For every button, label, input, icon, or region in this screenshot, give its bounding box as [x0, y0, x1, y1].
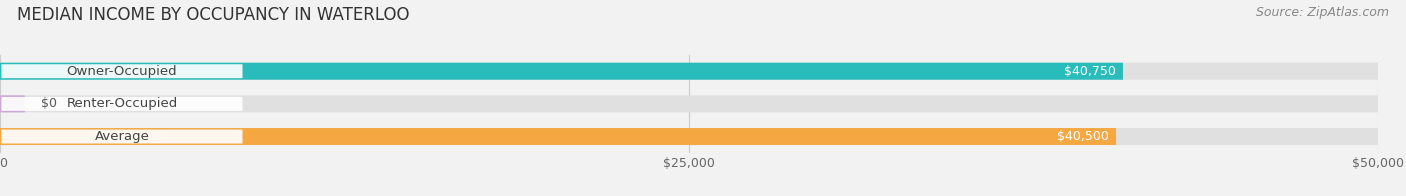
FancyBboxPatch shape	[0, 63, 1378, 80]
FancyBboxPatch shape	[0, 63, 1123, 80]
Text: $40,750: $40,750	[1064, 65, 1116, 78]
Text: $40,500: $40,500	[1057, 130, 1109, 143]
Text: $0: $0	[41, 97, 58, 110]
FancyBboxPatch shape	[0, 95, 1378, 112]
FancyBboxPatch shape	[1, 130, 242, 143]
FancyBboxPatch shape	[0, 95, 25, 112]
Text: MEDIAN INCOME BY OCCUPANCY IN WATERLOO: MEDIAN INCOME BY OCCUPANCY IN WATERLOO	[17, 6, 409, 24]
Text: Source: ZipAtlas.com: Source: ZipAtlas.com	[1256, 6, 1389, 19]
FancyBboxPatch shape	[1, 64, 242, 78]
Text: Average: Average	[94, 130, 149, 143]
Text: Owner-Occupied: Owner-Occupied	[66, 65, 177, 78]
FancyBboxPatch shape	[0, 128, 1116, 145]
Text: Renter-Occupied: Renter-Occupied	[66, 97, 177, 110]
FancyBboxPatch shape	[1, 97, 242, 111]
FancyBboxPatch shape	[0, 128, 1378, 145]
